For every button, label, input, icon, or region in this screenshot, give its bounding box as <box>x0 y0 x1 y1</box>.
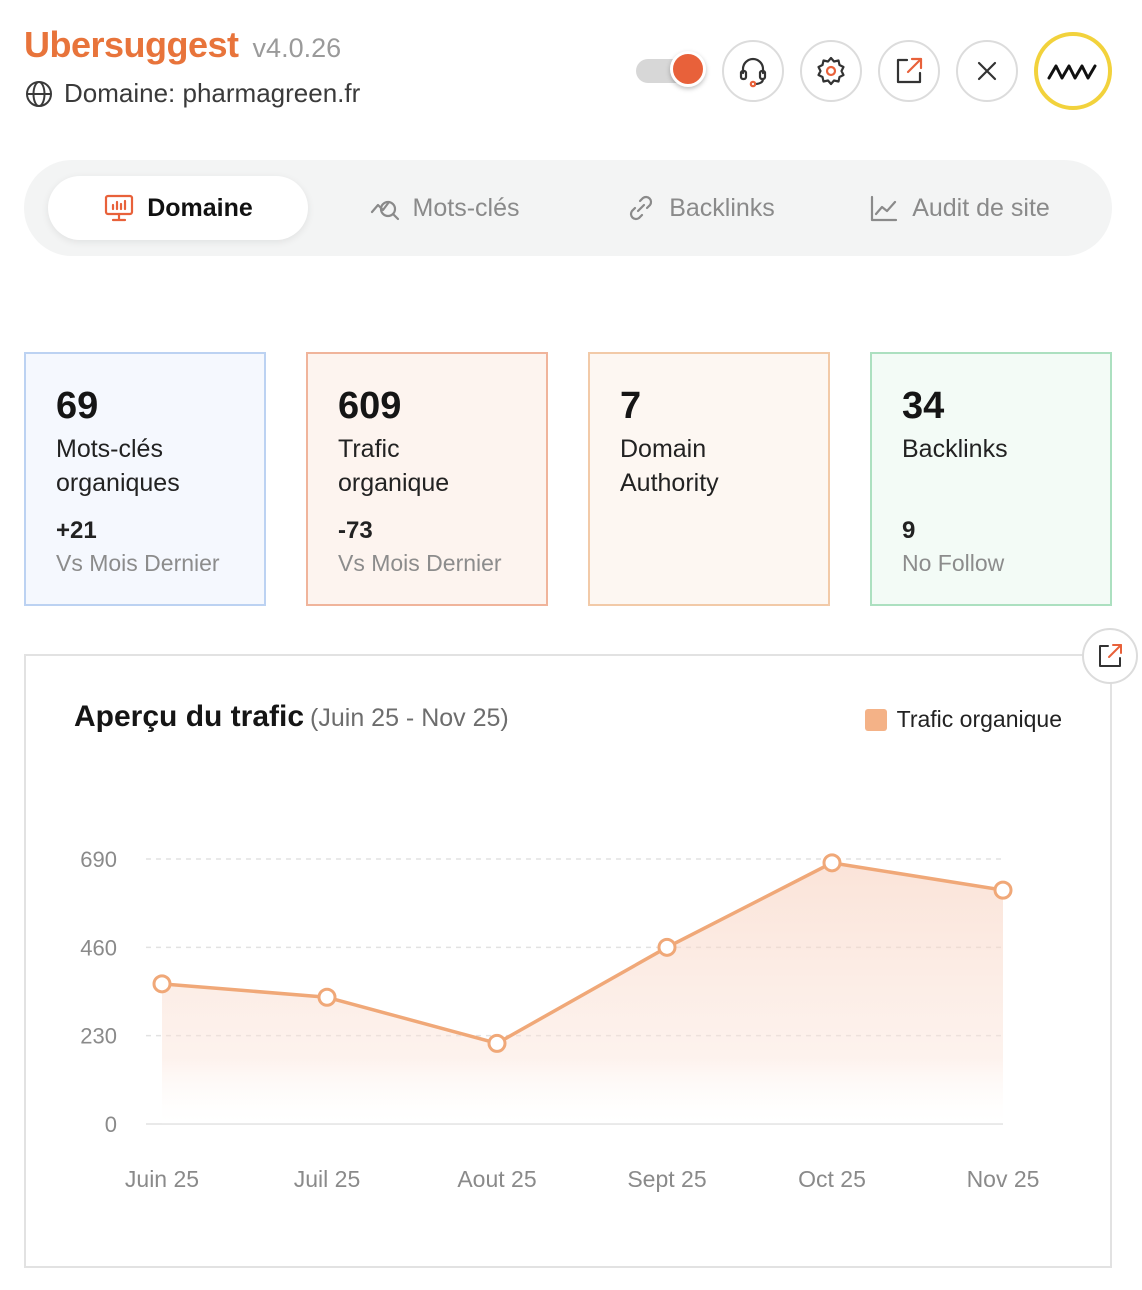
headset-icon <box>739 57 767 88</box>
chart-title-text: Aperçu du trafic <box>74 700 305 733</box>
external-link-icon <box>896 57 923 84</box>
settings-button[interactable] <box>800 40 862 102</box>
close-icon <box>977 61 997 81</box>
metric-label-line: Trafic <box>338 435 400 463</box>
open-app-button[interactable] <box>878 40 940 102</box>
x-tick-label: Aout 25 <box>457 1166 536 1192</box>
metric-label-line: Authority <box>620 469 719 497</box>
metric-label-line: organique <box>338 469 450 497</box>
close-button[interactable] <box>956 40 1018 102</box>
support-button[interactable] <box>722 40 784 102</box>
monitor-chart-icon <box>105 194 134 222</box>
y-tick-label: 690 <box>80 847 117 872</box>
user-avatar[interactable] <box>1034 32 1112 110</box>
legend-label: Trafic organique <box>896 706 1062 732</box>
link-icon <box>630 195 653 221</box>
chart-open-button[interactable] <box>1082 628 1138 684</box>
chart-legend: Trafic organique <box>864 706 1062 733</box>
metric-label-line: Domain <box>620 435 707 463</box>
domain-line: Domaine: pharmagreen.fr <box>24 78 360 109</box>
chart-range: (Juin 25 - Nov 25) <box>310 704 509 732</box>
metric-value: 609 <box>338 385 402 427</box>
extension-toggle[interactable] <box>636 51 706 87</box>
metric-label: Backlinks <box>902 432 1110 466</box>
tab-backlinks[interactable]: Backlinks <box>610 176 790 240</box>
tab-mots-cles-label: Mots-clés <box>412 193 520 222</box>
y-tick-label: 230 <box>80 1024 117 1049</box>
main-tabs: Domaine Mots-clés Backlinks Audit de sit… <box>24 160 1112 256</box>
tab-audit-de-site[interactable]: Audit de site <box>854 176 1064 240</box>
metric-label-line: Backlinks <box>902 435 1008 463</box>
gear-icon <box>817 56 845 86</box>
tab-domaine-label: Domaine <box>147 193 253 222</box>
external-link-icon <box>1099 644 1122 667</box>
metric-value: 34 <box>902 385 945 427</box>
tab-mots-cles[interactable]: Mots-clés <box>344 176 544 240</box>
metric-label: Trafic organique <box>338 432 546 500</box>
metric-card-backlinks[interactable]: 34 Backlinks 9 No Follow <box>870 352 1112 606</box>
metric-value: 7 <box>620 385 642 427</box>
x-tick-label: Juil 25 <box>294 1166 360 1192</box>
metric-value: 69 <box>56 385 99 427</box>
app-version: v4.0.26 <box>252 33 342 63</box>
x-tick-label: Oct 25 <box>798 1166 866 1192</box>
data-point <box>657 937 677 957</box>
y-tick-label: 0 <box>105 1112 117 1137</box>
data-point <box>317 987 337 1007</box>
y-tick-label: 460 <box>80 935 117 960</box>
tab-audit-label: Audit de site <box>912 193 1050 222</box>
data-point <box>152 974 172 994</box>
data-point <box>993 880 1013 900</box>
x-tick-label: Nov 25 <box>967 1166 1040 1192</box>
metric-label-line: Mots-clés <box>56 435 163 463</box>
metric-sub: Vs Mois Dernier <box>338 550 502 576</box>
brand: Ubersuggest v4.0.26 <box>24 24 341 66</box>
x-tick-label: Juin 25 <box>125 1166 199 1192</box>
data-point <box>487 1033 507 1053</box>
toolbar <box>636 32 1112 110</box>
chart-title: Aperçu du trafic (Juin 25 - Nov 25) <box>74 700 509 734</box>
metric-card-authority[interactable]: 7 Domain Authority <box>588 352 830 606</box>
line-chart-icon <box>871 195 898 222</box>
keyword-search-icon <box>370 200 399 221</box>
app-name: Ubersuggest <box>24 24 239 65</box>
data-point <box>822 853 842 873</box>
metric-sub: No Follow <box>902 550 1005 576</box>
metric-sub: Vs Mois Dernier <box>56 550 220 576</box>
series-line <box>161 861 1004 1046</box>
avatar-logo-icon <box>1047 64 1097 80</box>
series-area <box>162 862 1003 1124</box>
globe-icon <box>26 80 52 107</box>
metric-delta: -73 <box>338 517 373 544</box>
toggle-knob <box>670 51 706 87</box>
tab-domaine[interactable]: Domaine <box>48 176 308 240</box>
metric-label-line: organiques <box>56 469 180 497</box>
metric-card-keywords[interactable]: 69 Mots-clés organiques +21 Vs Mois Dern… <box>24 352 266 606</box>
metric-label: Mots-clés organiques <box>56 432 264 500</box>
metric-delta: 9 <box>902 517 916 544</box>
metric-delta: +21 <box>56 517 97 544</box>
tab-backlinks-label: Backlinks <box>669 193 775 222</box>
domain-label: Domaine: pharmagreen.fr <box>64 78 361 108</box>
metric-label: Domain Authority <box>620 432 828 500</box>
metric-card-traffic[interactable]: 609 Trafic organique -73 Vs Mois Dernier <box>306 352 548 606</box>
x-tick-label: Sept 25 <box>627 1166 706 1192</box>
legend-swatch <box>864 708 887 731</box>
